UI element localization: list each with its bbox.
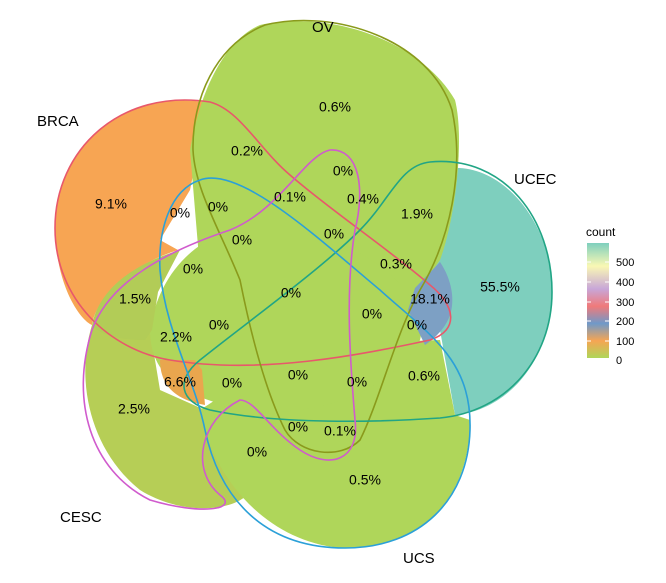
region-label: 0% [288,419,308,435]
region-label: 0% [362,306,382,322]
legend-tick-label: 300 [616,297,634,309]
region-label: 0% [288,367,308,383]
region-label: 0.6% [408,368,440,384]
region-label: 0.3% [380,256,412,272]
region-label: 0% [324,226,344,242]
set-label-ov: OV [312,19,334,36]
cesc-outline [82,149,361,510]
region-label: 0% [281,285,301,301]
region-label: 0.6% [319,99,351,115]
region-label: 0% [183,261,203,277]
legend-tick-label: 500 [616,257,634,269]
legend-title: count [586,225,616,239]
legend-tick-label: 400 [616,277,634,289]
ov-outline [192,19,458,454]
region-label: 9.1% [95,196,127,212]
region-label: 6.6% [164,374,196,390]
legend-ticks [587,261,609,342]
region-label: 0% [333,163,353,179]
region-label: 0.2% [231,143,263,159]
ucec-outline [183,160,553,423]
region-label: 1.9% [401,206,433,222]
region-label: 1.5% [119,291,151,307]
brca-outline [54,99,452,367]
set-label-ucs: UCS [403,550,435,567]
region-label: 0.1% [324,423,356,439]
region-label: 0% [208,199,228,215]
venn-fills [55,21,552,549]
region-label: 0.1% [274,189,306,205]
ucs-outline [159,177,471,549]
set-label-cesc: CESC [60,509,102,526]
region-label: 0.5% [349,472,381,488]
count-legend: count 500 400 300 200 100 0 [586,225,634,367]
region-label: 0.4% [347,191,379,207]
legend-tick-label: 0 [616,355,622,367]
legend-tick-label: 200 [616,316,634,328]
region-label: 55.5% [480,279,520,295]
region-label: 0% [407,317,427,333]
region-label: 0% [222,375,242,391]
region-label: 2.2% [160,329,192,345]
region-label: 0% [247,444,267,460]
venn-outlines [54,19,553,549]
cesc-fill [85,325,247,509]
region-label: 0% [209,317,229,333]
set-label-brca: BRCA [37,113,79,130]
brca-fill [55,100,205,325]
region-label: 0% [232,232,252,248]
set-label-ucec: UCEC [514,171,557,188]
r-6-6-fill [160,360,205,405]
legend-colorbar [587,243,609,358]
region-labels: 0.6% 0.2% 9.1% 55.5% 1.9% 0% 0% 0% 0.1% … [95,99,520,488]
region-label: 0% [347,374,367,390]
region-label: 0% [170,205,190,221]
legend-tick-label: 100 [616,336,634,348]
region-label: 2.5% [118,401,150,417]
brca-cesc-fill [92,250,180,340]
region-label: 18.1% [410,291,450,307]
